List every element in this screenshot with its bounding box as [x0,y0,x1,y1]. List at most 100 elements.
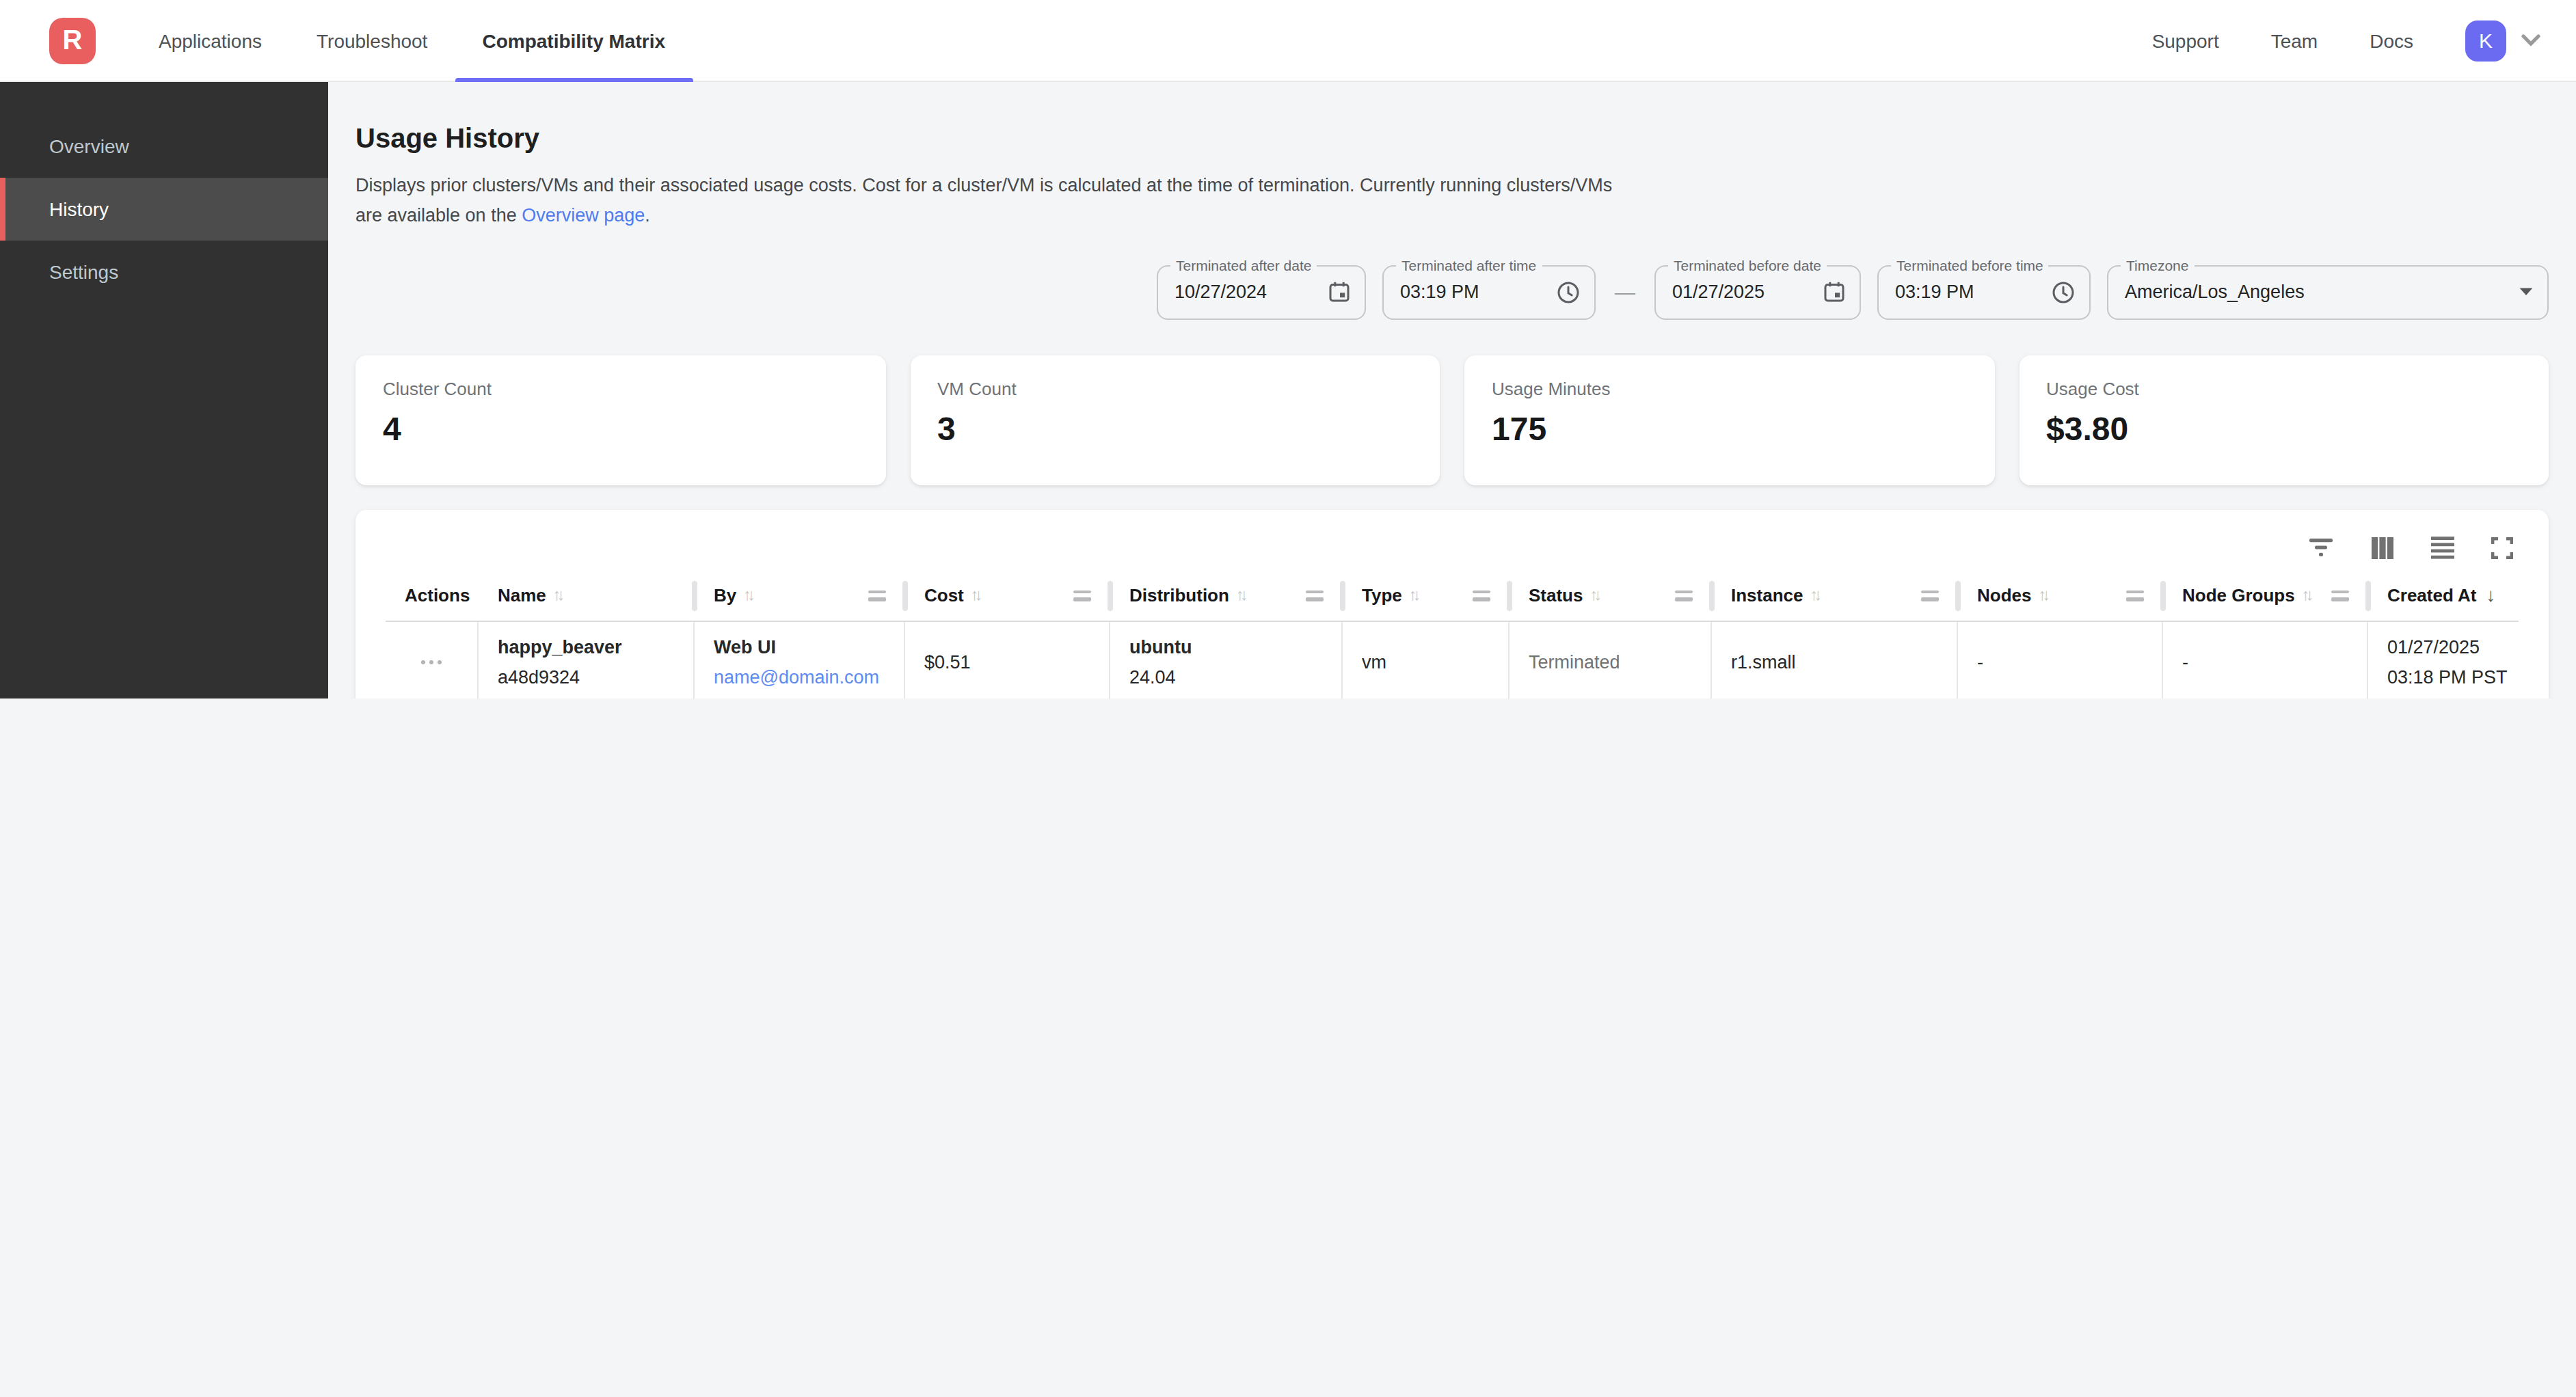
row-actions-button[interactable] [386,621,479,698]
tab-compatibility-matrix[interactable]: Compatibility Matrix [455,0,693,81]
clock-icon[interactable] [1556,280,1581,304]
status-badge: Terminated [1529,651,1710,675]
created-time: 03:18 PM PST [2387,665,2519,689]
column-resize-handle[interactable] [1921,590,1939,601]
primary-tabs: Applications Troubleshoot Compatibility … [131,0,693,81]
cell-created-at: 01/27/2025 03:18 PM PST [2368,621,2519,698]
calendar-icon[interactable] [1328,280,1351,303]
account-menu-button[interactable]: K [2465,20,2540,61]
vm-count-card: VM Count 3 [910,355,1440,485]
column-resize-handle[interactable] [2126,590,2144,601]
sort-icon[interactable]: ↑↓ [743,585,751,604]
sort-icon[interactable]: ↑↓ [971,585,979,604]
email-link[interactable]: name@domain.com [714,665,904,689]
overview-page-link[interactable]: Overview page [522,206,645,226]
usage-minutes-card: Usage Minutes 175 [1464,355,1994,485]
column-header-distribution[interactable]: Distribution ↑↓ [1110,569,1343,620]
column-resize-handle[interactable] [1473,590,1490,601]
clock-icon[interactable] [2051,280,2076,304]
terminated-before-date-field[interactable]: Terminated before date 01/27/2025 [1654,265,1861,319]
stat-label: VM Count [937,378,1412,398]
stat-label: Usage Cost [2046,378,2521,398]
docs-link[interactable]: Docs [2370,29,2413,51]
column-header-created-at[interactable]: Created At ↓ [2368,569,2519,620]
main-content: Usage History Displays prior clusters/VM… [328,82,2576,698]
cell-status: Terminated [1510,621,1712,698]
cluster-count-card: Cluster Count 4 [355,355,885,485]
node-groups-value: - [2182,651,2367,675]
column-header-status[interactable]: Status ↑↓ [1510,569,1712,620]
column-resize-handle[interactable] [1675,590,1693,601]
instance-value: r1.small [1731,651,1957,675]
table-row: happy_beaver a48d9324 Web UI name@domain… [386,621,2519,698]
cell-instance: r1.small [1712,621,1958,698]
page-description: Displays prior clusters/VMs and their as… [355,171,1641,232]
column-resize-handle[interactable] [2331,590,2349,601]
sidebar: Overview History Settings [0,82,328,698]
stat-label: Cluster Count [383,378,858,398]
sort-icon[interactable]: ↑↓ [1409,585,1417,604]
sort-icon[interactable]: ↑↓ [2038,585,2046,604]
page-title: Usage History [355,123,2549,154]
column-header-name[interactable]: Name ↑↓ [479,569,695,620]
created-date: 01/27/2025 [2387,636,2519,660]
created-by-source: Web UI [714,636,904,660]
replicated-logo[interactable]: R [49,17,96,64]
usage-history-table-card: Actions Name ↑↓ By ↑↓ Cost [355,509,2549,698]
stat-value: $3.80 [2046,409,2521,448]
column-header-node-groups[interactable]: Node Groups ↑↓ [2163,569,2368,620]
sort-icon[interactable]: ↑↓ [553,585,561,604]
terminated-after-time-field[interactable]: Terminated after time 03:19 PM [1382,265,1596,319]
team-link[interactable]: Team [2271,29,2318,51]
sidebar-item-overview[interactable]: Overview [0,115,328,178]
sort-desc-icon[interactable]: ↓ [2486,584,2496,606]
cell-distribution: ubuntu 24.04 [1110,621,1343,698]
support-link[interactable]: Support [2152,29,2219,51]
column-resize-handle[interactable] [1306,590,1324,601]
sort-icon[interactable]: ↑↓ [1810,585,1819,604]
more-actions-icon [421,660,442,665]
usage-summary-cards: Cluster Count 4 VM Count 3 Usage Minutes… [355,355,2549,485]
filter-icon[interactable] [2308,537,2334,558]
stat-label: Usage Minutes [1492,378,1967,398]
terminated-before-time-field[interactable]: Terminated before time 03:19 PM [1877,265,2091,319]
terminated-after-date-field[interactable]: Terminated after date 10/27/2024 [1157,265,1366,319]
cell-cost: $0.51 [905,621,1110,698]
density-icon[interactable] [2431,536,2454,559]
fullscreen-icon[interactable] [2491,537,2513,558]
column-header-cost[interactable]: Cost ↑↓ [905,569,1110,620]
date-filters: Terminated after date 10/27/2024 Termina… [355,265,2549,319]
sort-icon[interactable]: ↑↓ [1236,585,1244,604]
cluster-name: happy_beaver [498,636,693,660]
chevron-down-icon [2521,34,2540,46]
column-resize-handle[interactable] [1073,590,1091,601]
sort-icon[interactable]: ↑↓ [2302,585,2310,604]
tab-applications[interactable]: Applications [131,0,289,81]
cost-value: $0.51 [924,651,1109,675]
table-header-row: Actions Name ↑↓ By ↑↓ Cost [386,569,2519,621]
column-resize-handle[interactable] [868,590,886,601]
sidebar-item-history[interactable]: History [0,178,328,241]
active-tab-underline [455,77,693,81]
usage-history-table: Actions Name ↑↓ By ↑↓ Cost [386,569,2519,698]
app-window: R Applications Troubleshoot Compatibilit… [0,0,2576,698]
column-header-instance[interactable]: Instance ↑↓ [1712,569,1958,620]
tab-troubleshoot[interactable]: Troubleshoot [289,0,455,81]
avatar: K [2465,20,2506,61]
columns-icon[interactable] [2371,537,2394,558]
sidebar-item-settings[interactable]: Settings [0,241,328,303]
cell-node-groups: - [2163,621,2368,698]
sort-icon[interactable]: ↑↓ [1589,585,1598,604]
timezone-select[interactable]: Timezone America/Los_Angeles [2107,265,2549,319]
stat-value: 175 [1492,409,1967,448]
column-header-by[interactable]: By ↑↓ [695,569,905,620]
dropdown-arrow-icon[interactable] [2519,287,2534,297]
calendar-icon[interactable] [1823,280,1846,303]
column-header-actions: Actions [386,569,479,620]
column-header-nodes[interactable]: Nodes ↑↓ [1958,569,2163,620]
top-navigation: R Applications Troubleshoot Compatibilit… [0,0,2576,82]
distribution-name: ubuntu [1129,636,1341,660]
cell-nodes: - [1958,621,2163,698]
column-header-type[interactable]: Type ↑↓ [1343,569,1510,620]
distribution-version: 24.04 [1129,665,1341,689]
